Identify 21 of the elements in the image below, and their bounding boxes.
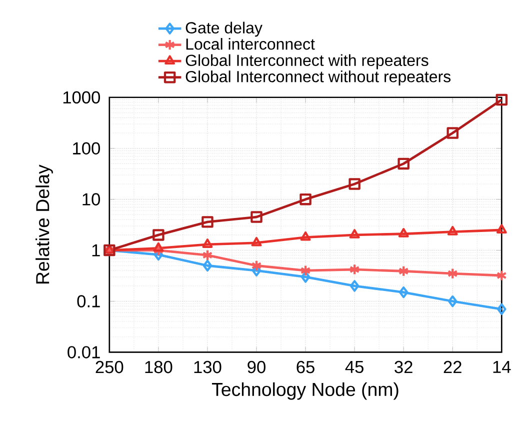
x-tick-label: 32 — [394, 361, 412, 374]
y-tick-label: 0.1 — [77, 295, 100, 308]
x-tick-label: 45 — [345, 361, 364, 374]
y-tick-label: 100 — [73, 142, 100, 155]
x-tick-label: 90 — [248, 361, 266, 374]
x-tick-label: 250 — [96, 361, 124, 374]
x-tick-label: 180 — [145, 361, 172, 374]
legend-label: Global Interconnect without repeaters — [186, 70, 451, 86]
y-tick-label: 10 — [82, 193, 100, 206]
y-axis-title: Relative Delay — [36, 164, 53, 284]
x-axis-title: Technology Node (nm) — [212, 382, 398, 400]
y-tick-label: 0.01 — [68, 346, 100, 359]
x-tick-label: 14 — [493, 361, 511, 374]
y-tick-label: 1 — [92, 244, 100, 256]
y-tick-label: 1000 — [63, 91, 100, 104]
x-tick-label: 65 — [296, 361, 314, 374]
x-tick-label: 130 — [194, 361, 222, 374]
legend-label: Gate delay — [186, 22, 262, 37]
legend-label: Local interconnect — [186, 38, 315, 50]
x-tick-label: 22 — [444, 361, 462, 374]
legend-label: Global Interconnect with repeaters — [186, 54, 428, 70]
